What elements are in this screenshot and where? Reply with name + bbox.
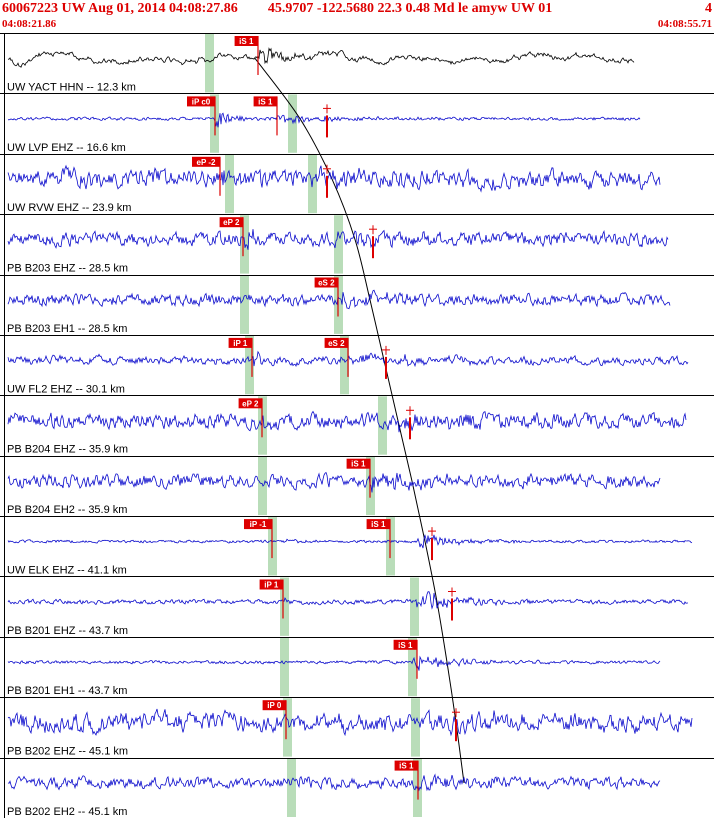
trace-waveform[interactable]: [7, 591, 688, 610]
trace-waveform[interactable]: [7, 655, 661, 671]
pick-flag[interactable]: [324, 337, 348, 348]
station-label: PB B203 EHZ -- 28.5 km: [7, 263, 128, 275]
pick-window-band: [410, 577, 419, 636]
pick-flag-label: iP -1: [250, 520, 267, 529]
trace-waveform[interactable]: [7, 164, 661, 193]
seismogram-panel[interactable]: UW YACT HHN -- 12.3 km UW LVP EHZ -- 16.6…: [0, 33, 714, 819]
pick-flag-label: eP -2: [197, 158, 217, 167]
pick-flag[interactable]: [262, 700, 286, 711]
station-label: PB B202 EHZ -- 45.1 km: [7, 746, 128, 758]
pick-window-band: [287, 758, 296, 817]
pick-window-band: [240, 275, 249, 334]
station-label: PB B204 EHZ -- 35.9 km: [7, 444, 128, 456]
pick-flag-label: iP c0: [192, 97, 211, 106]
pick-flag[interactable]: [393, 639, 417, 650]
event-id-time: 60067223 UW Aug 01, 2014 04:08:27.86: [2, 1, 238, 16]
pick-window-band: [245, 335, 254, 395]
pick-window-band: [334, 215, 343, 274]
pick-flag-label: eS 2: [328, 339, 345, 348]
pick-flag-label: iP 0: [267, 701, 282, 710]
trace-waveform[interactable]: [7, 773, 661, 792]
pick-window-band: [378, 396, 387, 455]
pick-flag-label: iS 1: [371, 520, 386, 529]
pick-flag[interactable]: [187, 96, 215, 107]
pick-flag[interactable]: [219, 217, 243, 228]
pick-flag[interactable]: [259, 579, 283, 590]
pick-flag-label: iP 1: [264, 581, 279, 590]
trace-waveform[interactable]: [7, 533, 693, 549]
header: 60067223 UW Aug 01, 2014 04:08:27.86 45.…: [0, 0, 714, 33]
trace-waveform[interactable]: [7, 229, 669, 250]
pick-flag[interactable]: [394, 760, 418, 771]
pick-window-band: [258, 456, 267, 516]
window-start-time: 04:08:21.86: [2, 18, 57, 30]
trace-row[interactable]: UW ELK EHZ -- 41.1 km: [7, 533, 693, 577]
pick-window-band: [225, 154, 234, 214]
trace-waveform[interactable]: [7, 410, 687, 433]
station-label: PB B201 EHZ -- 43.7 km: [7, 625, 128, 637]
trace-row[interactable]: PB B201 EHZ -- 43.7 km: [7, 591, 688, 637]
station-label: UW FL2 EHZ -- 30.1 km: [7, 383, 125, 395]
pick-window-band: [408, 637, 417, 697]
pick-window-band: [205, 34, 214, 93]
trace-row[interactable]: UW RVW EHZ -- 23.9 km: [7, 164, 661, 215]
trace-row[interactable]: PB B202 EH2 -- 45.1 km: [7, 773, 661, 818]
pick-flag[interactable]: [234, 36, 258, 46]
pick-window-band: [288, 94, 297, 153]
pick-window-band: [283, 698, 292, 757]
pick-flag-label: iP 1: [233, 339, 248, 348]
trace-waveform[interactable]: [7, 708, 693, 737]
trace-waveform[interactable]: [7, 289, 671, 310]
pick-flag[interactable]: [366, 519, 390, 530]
pick-window-band: [280, 577, 289, 636]
trace-row[interactable]: PB B204 EH2 -- 35.9 km: [7, 471, 661, 517]
station-label: UW ELK EHZ -- 41.1 km: [7, 565, 127, 577]
trace-row[interactable]: UW YACT HHN -- 12.3 km: [7, 47, 635, 94]
pick-flag[interactable]: [192, 156, 220, 167]
pick-flag-label: eP 2: [223, 218, 240, 227]
station-label: UW LVP EHZ -- 16.6 km: [7, 142, 126, 154]
pick-flag[interactable]: [244, 519, 272, 530]
time-window-line: 04:08:21.86 04:08:55.71: [2, 18, 712, 30]
pick-flag-label: eS 2: [318, 279, 335, 288]
pick-flag-label: iS 1: [398, 641, 413, 650]
pick-flag[interactable]: [346, 458, 370, 469]
pick-flag-label: iS 1: [239, 37, 254, 46]
pick-window-band: [340, 335, 349, 395]
pick-window-band: [280, 637, 289, 697]
station-label: PB B202 EH2 -- 45.1 km: [7, 806, 127, 818]
event-location-magnitude: 45.9707 -122.5680 22.3 0.48 Md le amyw U…: [267, 1, 553, 16]
event-summary-line: 60067223 UW Aug 01, 2014 04:08:27.86 45.…: [2, 1, 712, 17]
pick-flag-label: iS 1: [351, 460, 366, 469]
trace-row[interactable]: PB B204 EHZ -- 35.9 km: [7, 410, 687, 456]
trace-row[interactable]: PB B203 EHZ -- 28.5 km: [7, 229, 669, 275]
station-label: UW RVW EHZ -- 23.9 km: [7, 202, 131, 214]
seismogram-canvas[interactable]: UW YACT HHN -- 12.3 km UW LVP EHZ -- 16.6…: [0, 33, 714, 819]
station-label: PB B203 EH1 -- 28.5 km: [7, 323, 127, 335]
window-end-time: 04:08:55.71: [657, 18, 712, 30]
trace-row[interactable]: PB B202 EHZ -- 45.1 km: [7, 708, 693, 758]
trace-row[interactable]: PB B201 EH1 -- 43.7 km: [7, 655, 661, 697]
station-label: PB B204 EH2 -- 35.9 km: [7, 504, 127, 516]
station-label: PB B201 EH1 -- 43.7 km: [7, 685, 127, 697]
trace-row[interactable]: UW LVP EHZ -- 16.6 km: [7, 112, 641, 154]
pick-flag[interactable]: [314, 277, 338, 288]
pick-flag-label: iS 1: [399, 762, 414, 771]
pick-flag-label: eP 2: [242, 399, 259, 408]
pick-flag[interactable]: [238, 398, 262, 409]
pick-flag[interactable]: [253, 96, 277, 107]
event-flag-count: 4: [705, 1, 712, 16]
pick-window-band: [411, 698, 420, 757]
station-label: UW YACT HHN -- 12.3 km: [7, 81, 136, 93]
trace-waveform[interactable]: [7, 112, 641, 128]
trace-waveform[interactable]: [8, 47, 635, 68]
trace-row[interactable]: PB B203 EH1 -- 28.5 km: [7, 289, 671, 335]
pick-flag[interactable]: [228, 337, 252, 348]
trace-waveform[interactable]: [7, 471, 661, 493]
pick-flag-label: iS 1: [258, 97, 273, 106]
